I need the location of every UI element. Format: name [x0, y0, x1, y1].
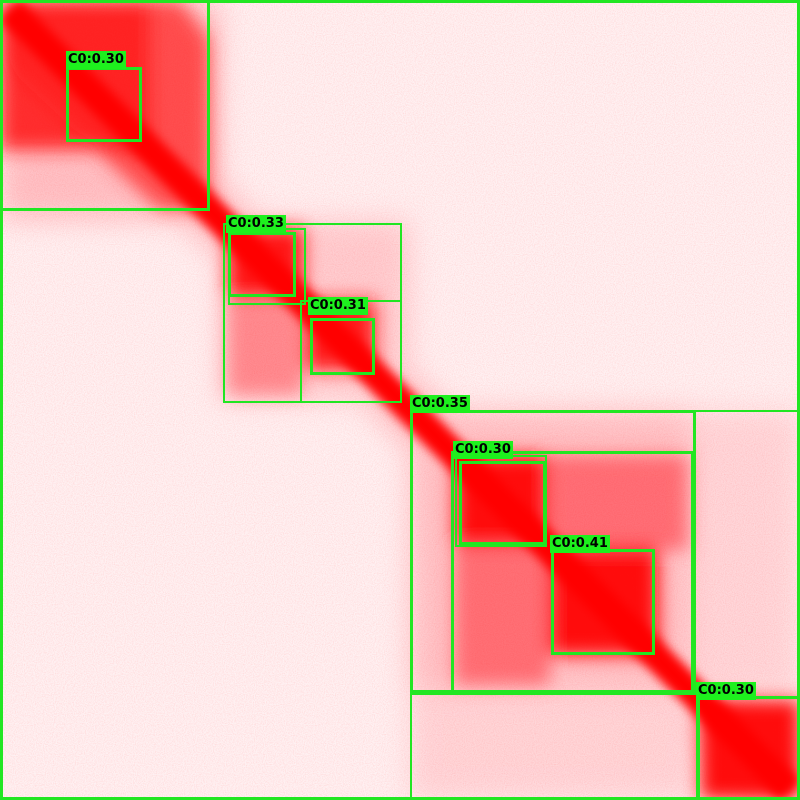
region-box-inner-large [451, 451, 694, 694]
detection-box-2 [228, 232, 296, 297]
detection-box-5 [459, 461, 546, 545]
detection-label-6: C0:0.41 [550, 535, 610, 553]
detection-label-2: C0:0.33 [226, 215, 286, 233]
region-box-bottom-strip [410, 693, 700, 800]
detection-box-3 [310, 318, 375, 375]
detection-label-1: C0:0.30 [66, 51, 126, 69]
detection-label-3: C0:0.31 [308, 297, 368, 315]
detection-label-7: C0:0.30 [696, 682, 756, 700]
detection-box-1 [66, 67, 142, 142]
detection-label-4: C0:0.35 [410, 395, 470, 413]
detection-box-6 [551, 549, 655, 655]
detection-label-5: C0:0.30 [453, 441, 513, 459]
detection-box-7 [696, 696, 800, 800]
